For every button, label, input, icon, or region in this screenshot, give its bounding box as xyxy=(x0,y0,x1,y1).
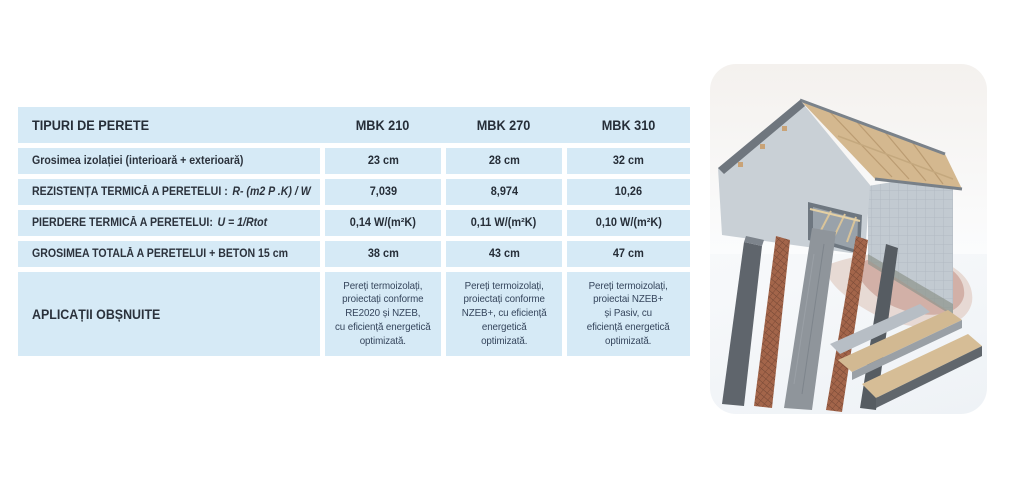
value-cell: 7,039 xyxy=(325,179,441,205)
row-label: GROSIMEA TOTALĂ A PERETELUI + BETON 15 c… xyxy=(32,248,289,260)
row-formula: R- (m2 P .K) / W xyxy=(232,186,311,198)
row-label-cell: GROSIMEA TOTALĂ A PERETELUI + BETON 15 c… xyxy=(18,241,320,267)
table-title: TIPURI DE PERETE xyxy=(32,117,150,133)
table-row-applications: APLICAȚII OBȘNUITE Pereți termoizolați, … xyxy=(18,272,690,356)
house-construction-illustration xyxy=(710,64,987,412)
insulated-boards xyxy=(830,304,982,408)
row-label-cell: REZISTENȚA TERMICĂ A PERETELUI : R- (m2 P… xyxy=(18,179,320,205)
row-label: PIERDERE TERMICĂ A PERETELUI: U = 1/Rtot xyxy=(32,217,268,229)
table-header-row: TIPURI DE PERETE MBK 210 MBK 270 MBK 310 xyxy=(18,107,690,143)
application-cell-mbk210: Pereți termoizolați, proiectați conforme… xyxy=(325,272,441,356)
table-row-insulation-thickness: Grosimea izolației (interioară + exterio… xyxy=(18,148,690,174)
table-title-cell: TIPURI DE PERETE xyxy=(18,107,320,143)
value-cell: 43 cm xyxy=(446,241,562,267)
column-header-mbk310: MBK 310 xyxy=(601,117,656,133)
application-cell-mbk270: Pereți termoizolați, proiectați conforme… xyxy=(446,272,562,356)
value-cell: 0,10 W/(m²K) xyxy=(567,210,690,236)
value-cell: 38 cm xyxy=(325,241,441,267)
row-label-cell: Grosimea izolației (interioară + exterio… xyxy=(18,148,320,174)
row-label-cell: PIERDERE TERMICĂ A PERETELUI: U = 1/Rtot xyxy=(18,210,320,236)
column-header-mbk210: MBK 210 xyxy=(356,117,410,133)
value-cell: 8,974 xyxy=(446,179,562,205)
row-label-cell: APLICAȚII OBȘNUITE xyxy=(18,272,320,356)
illustration-card xyxy=(710,64,987,414)
application-cell-mbk310: Pereți termoizolați, proiectai NZEB+ și … xyxy=(567,272,690,356)
table-row-total-thickness: GROSIMEA TOTALĂ A PERETELUI + BETON 15 c… xyxy=(18,241,690,267)
value-cell: 23 cm xyxy=(325,148,441,174)
wall-types-table: TIPURI DE PERETE MBK 210 MBK 270 MBK 310… xyxy=(18,107,690,361)
row-label: REZISTENȚA TERMICĂ A PERETELUI : R- (m2 P… xyxy=(32,186,311,198)
value-cell: 47 cm xyxy=(567,241,690,267)
row-label: APLICAȚII OBȘNUITE xyxy=(32,306,161,322)
row-label: Grosimea izolației (interioară + exterio… xyxy=(32,155,244,167)
column-header-mbk270: MBK 270 xyxy=(477,117,531,133)
row-formula: U = 1/Rtot xyxy=(217,217,268,229)
value-cell: 28 cm xyxy=(446,148,562,174)
table-row-thermal-loss: PIERDERE TERMICĂ A PERETELUI: U = 1/Rtot … xyxy=(18,210,690,236)
value-cell: 10,26 xyxy=(567,179,690,205)
value-cell: 32 cm xyxy=(567,148,690,174)
value-cell: 0,14 W/(m²K) xyxy=(325,210,441,236)
table-row-thermal-resistance: REZISTENȚA TERMICĂ A PERETELUI : R- (m2 P… xyxy=(18,179,690,205)
value-cell: 0,11 W/(m²K) xyxy=(446,210,562,236)
